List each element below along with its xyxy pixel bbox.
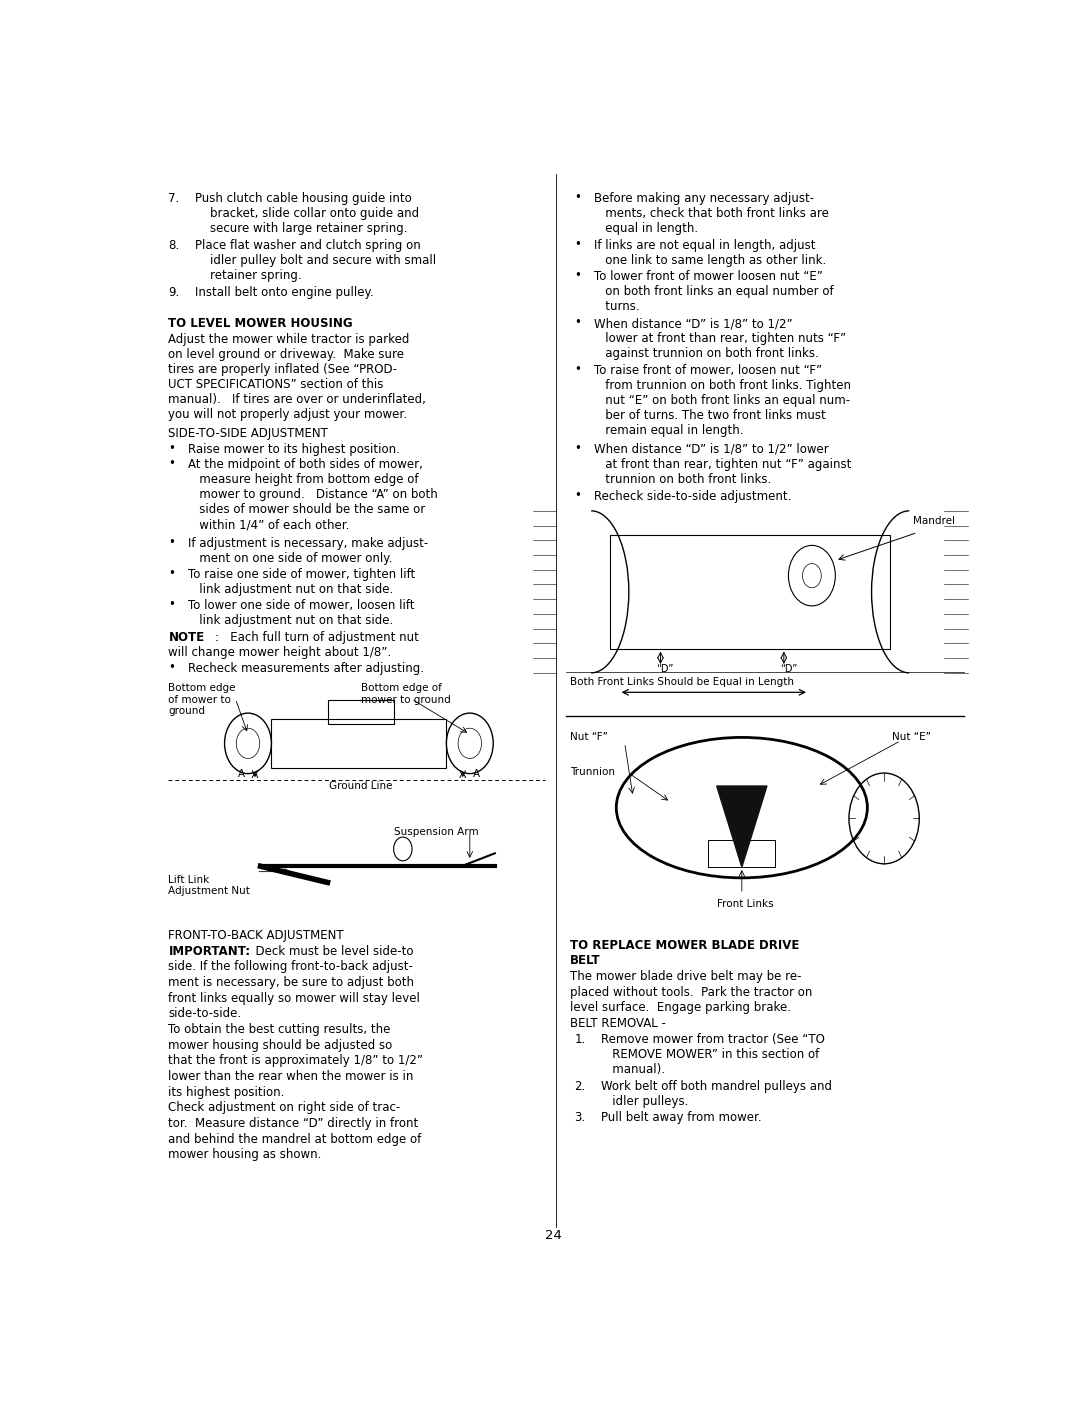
Text: 9.: 9.	[168, 286, 179, 299]
Text: A: A	[238, 769, 245, 779]
Text: Nut “E”: Nut “E”	[892, 732, 931, 742]
Text: Deck must be level side-to: Deck must be level side-to	[248, 944, 414, 958]
Text: •: •	[168, 598, 175, 612]
Text: TO REPLACE MOWER BLADE DRIVE: TO REPLACE MOWER BLADE DRIVE	[570, 939, 799, 951]
Bar	[271, 718, 446, 769]
Text: •: •	[168, 567, 175, 579]
Text: •: •	[575, 316, 581, 330]
Text: Lift Link
Adjustment Nut: Lift Link Adjustment Nut	[168, 875, 251, 897]
Text: side-to-side.: side-to-side.	[168, 1007, 242, 1020]
Text: Before making any necessary adjust-
   ments, check that both front links are
  : Before making any necessary adjust- ment…	[594, 192, 828, 236]
Text: side. If the following front-to-back adjust-: side. If the following front-to-back adj…	[168, 960, 414, 974]
Text: BELT: BELT	[570, 954, 600, 967]
Text: Bottom edge of
mower to ground: Bottom edge of mower to ground	[361, 683, 450, 704]
Text: placed without tools.  Park the tractor on: placed without tools. Park the tractor o…	[570, 986, 812, 999]
Text: •: •	[168, 442, 175, 455]
Text: mower housing should be adjusted so: mower housing should be adjusted so	[168, 1038, 393, 1052]
Text: mower housing as shown.: mower housing as shown.	[168, 1148, 322, 1162]
Text: Adjust the mower while tractor is parked
on level ground or driveway.  Make sure: Adjust the mower while tractor is parked…	[168, 333, 427, 421]
Text: •: •	[575, 363, 581, 376]
Bar	[327, 700, 394, 724]
Text: Work belt off both mandrel pulleys and
   idler pulleys.: Work belt off both mandrel pulleys and i…	[602, 1079, 833, 1107]
Text: Recheck measurements after adjusting.: Recheck measurements after adjusting.	[188, 662, 423, 675]
Text: will change mower height about 1/8”.: will change mower height about 1/8”.	[168, 647, 392, 659]
Text: •: •	[575, 269, 581, 282]
Text: When distance “D” is 1/8” to 1/2”
   lower at front than rear, tighten nuts “F”
: When distance “D” is 1/8” to 1/2” lower …	[594, 317, 846, 361]
Text: Place flat washer and clutch spring on
    idler pulley bolt and secure with sma: Place flat washer and clutch spring on i…	[195, 239, 436, 282]
Text: Check adjustment on right side of trac-: Check adjustment on right side of trac-	[168, 1101, 401, 1114]
Text: Both Front Links Should be Equal in Length: Both Front Links Should be Equal in Leng…	[570, 676, 794, 686]
Text: front links equally so mower will stay level: front links equally so mower will stay l…	[168, 992, 420, 1005]
Text: 2.: 2.	[575, 1079, 585, 1093]
Text: The mower blade drive belt may be re-: The mower blade drive belt may be re-	[570, 969, 801, 984]
Text: SIDE-TO-SIDE ADJUSTMENT: SIDE-TO-SIDE ADJUSTMENT	[168, 427, 328, 441]
Text: that the front is approximately 1/8” to 1/2”: that the front is approximately 1/8” to …	[168, 1054, 423, 1068]
Text: A: A	[473, 769, 480, 779]
Text: “D”: “D”	[780, 664, 797, 673]
Text: its highest position.: its highest position.	[168, 1086, 285, 1099]
Text: NOTE: NOTE	[168, 631, 204, 644]
Text: Remove mower from tractor (See “TO
   REMOVE MOWER” in this section of
   manual: Remove mower from tractor (See “TO REMOV…	[602, 1033, 825, 1076]
Text: IMPORTANT:: IMPORTANT:	[168, 944, 251, 958]
Text: Front Links: Front Links	[717, 899, 773, 909]
Text: tor.  Measure distance “D” directly in front: tor. Measure distance “D” directly in fr…	[168, 1117, 419, 1129]
Text: •: •	[168, 536, 175, 549]
Text: Trunnion: Trunnion	[570, 766, 616, 777]
Text: •: •	[575, 488, 581, 502]
Text: If links are not equal in length, adjust
   one link to same length as other lin: If links are not equal in length, adjust…	[594, 239, 826, 267]
Text: •: •	[168, 661, 175, 673]
Text: TO LEVEL MOWER HOUSING: TO LEVEL MOWER HOUSING	[168, 317, 353, 331]
Text: level surface.  Engage parking brake.: level surface. Engage parking brake.	[570, 1002, 792, 1014]
Text: Install belt onto engine pulley.: Install belt onto engine pulley.	[195, 286, 374, 299]
Text: Raise mower to its highest position.: Raise mower to its highest position.	[188, 443, 400, 456]
Text: Suspension Arm: Suspension Arm	[394, 828, 480, 838]
Text: “D”: “D”	[657, 664, 674, 673]
Bar	[708, 840, 775, 867]
Text: Recheck side-to-side adjustment.: Recheck side-to-side adjustment.	[594, 490, 791, 502]
Text: Pull belt away from mower.: Pull belt away from mower.	[602, 1111, 761, 1124]
Text: To lower one side of mower, loosen lift
   link adjustment nut on that side.: To lower one side of mower, loosen lift …	[188, 599, 415, 627]
Text: ment is necessary, be sure to adjust both: ment is necessary, be sure to adjust bot…	[168, 976, 415, 989]
Text: •: •	[575, 191, 581, 203]
Text: 7.: 7.	[168, 192, 179, 205]
Text: Bottom edge
of mower to
ground: Bottom edge of mower to ground	[168, 683, 237, 717]
Bar	[610, 535, 890, 648]
Text: When distance “D” is 1/8” to 1/2” lower
   at front than rear, tighten nut “F” a: When distance “D” is 1/8” to 1/2” lower …	[594, 443, 851, 485]
Text: :   Each full turn of adjustment nut: : Each full turn of adjustment nut	[215, 631, 419, 644]
Text: To obtain the best cutting results, the: To obtain the best cutting results, the	[168, 1023, 391, 1035]
Text: FRONT-TO-BACK ADJUSTMENT: FRONT-TO-BACK ADJUSTMENT	[168, 929, 345, 941]
Text: 3.: 3.	[575, 1111, 585, 1124]
Text: To raise front of mower, loosen nut “F”
   from trunnion on both front links. Ti: To raise front of mower, loosen nut “F” …	[594, 365, 851, 438]
Text: BELT REMOVAL -: BELT REMOVAL -	[570, 1017, 666, 1030]
Text: Mandrel: Mandrel	[914, 516, 956, 526]
Polygon shape	[717, 786, 767, 867]
Text: •: •	[575, 442, 581, 455]
Text: 8.: 8.	[168, 239, 179, 253]
Text: If adjustment is necessary, make adjust-
   ment on one side of mower only.: If adjustment is necessary, make adjust-…	[188, 537, 428, 565]
Text: 24: 24	[545, 1229, 562, 1242]
Text: 1.: 1.	[575, 1033, 585, 1045]
Text: Ground Line: Ground Line	[329, 781, 393, 791]
Text: lower than the rear when the mower is in: lower than the rear when the mower is in	[168, 1070, 414, 1083]
Text: At the midpoint of both sides of mower,
   measure height from bottom edge of
  : At the midpoint of both sides of mower, …	[188, 459, 437, 532]
Text: To lower front of mower loosen nut “E”
   on both front links an equal number of: To lower front of mower loosen nut “E” o…	[594, 271, 834, 313]
Text: Push clutch cable housing guide into
    bracket, slide collar onto guide and
  : Push clutch cable housing guide into bra…	[195, 192, 419, 236]
Text: To raise one side of mower, tighten lift
   link adjustment nut on that side.: To raise one side of mower, tighten lift…	[188, 568, 415, 596]
Text: •: •	[575, 239, 581, 251]
Text: and behind the mandrel at bottom edge of: and behind the mandrel at bottom edge of	[168, 1132, 421, 1145]
Text: Nut “F”: Nut “F”	[570, 732, 608, 742]
Text: •: •	[168, 457, 175, 470]
